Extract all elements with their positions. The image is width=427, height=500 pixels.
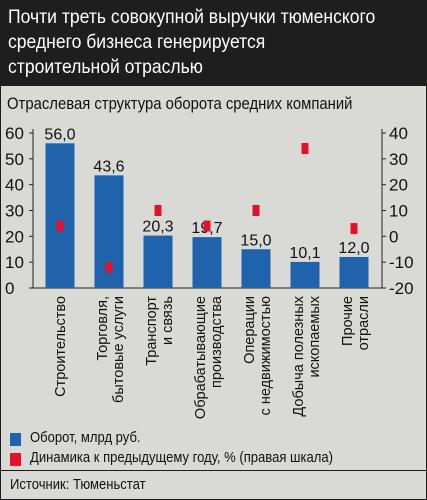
category-label-line: с недвижимостью xyxy=(258,296,274,416)
category-label: Прочиеотрасли xyxy=(340,296,372,350)
dynamics-marker xyxy=(252,205,260,216)
dynamics-marker xyxy=(301,143,309,154)
category-label-line: Обрабатывающие xyxy=(193,296,209,419)
dynamics-marker xyxy=(203,220,211,232)
source-note: Источник: Тюменьстат xyxy=(10,477,146,493)
category-label-line: Торговля, xyxy=(95,296,111,361)
dynamics-marker xyxy=(105,261,113,273)
category-label-line: ископаемых xyxy=(307,295,323,377)
bar-value-label: 15,0 xyxy=(240,232,271,249)
category-label: Обрабатывающиепроизводства xyxy=(193,295,225,419)
left-tick-label: 50 xyxy=(5,150,24,169)
left-tick-label: 30 xyxy=(5,202,24,221)
left-tick-label: 40 xyxy=(5,176,24,195)
legend-label-turnover: Оборот, млрд руб. xyxy=(30,430,141,446)
category-label: Операциис недвижимостью xyxy=(242,296,274,416)
left-tick-label: 20 xyxy=(5,227,24,246)
category-label-line: Строительство xyxy=(53,296,69,397)
right-tick-label: 20 xyxy=(389,176,408,195)
left-tick-label: 10 xyxy=(5,253,24,272)
category-label-line: производства xyxy=(209,295,225,388)
right-tick-label: 0 xyxy=(389,227,398,246)
bar-value-label: 12,0 xyxy=(338,240,369,257)
category-label-line: бытовые услуги xyxy=(111,296,127,403)
legend-swatch-turnover xyxy=(10,433,21,446)
category-label-line: отрасли xyxy=(356,296,372,350)
bar xyxy=(45,143,75,288)
source-divider xyxy=(0,470,427,471)
legend-swatch-dynamics xyxy=(10,453,21,466)
left-tick-label: 0 xyxy=(5,279,14,298)
bar-value-label: 10,1 xyxy=(289,245,320,262)
bar xyxy=(192,237,222,288)
bar-value-label: 43,6 xyxy=(93,158,124,175)
category-label-line: Прочие xyxy=(340,296,356,346)
bar xyxy=(241,249,271,288)
right-tick-label: -20 xyxy=(389,279,414,298)
dynamics-marker xyxy=(154,205,162,216)
right-tick-label: -10 xyxy=(389,253,414,272)
bar-value-label: 20,3 xyxy=(142,219,173,236)
category-label-line: Операции xyxy=(242,296,258,364)
category-label-line: Добыча полезных xyxy=(291,295,307,416)
right-tick-label: 30 xyxy=(389,150,408,169)
left-tick-label: 60 xyxy=(5,124,24,143)
category-label-line: и связь xyxy=(160,296,176,345)
chart-title: Почти треть совокупной выручки тюменског… xyxy=(8,6,376,78)
bar xyxy=(143,235,173,288)
category-label: Транспорти связь xyxy=(144,296,176,366)
right-tick-label: 40 xyxy=(389,124,408,143)
legend-label-dynamics: Динамика к предыдущему году, % (правая ш… xyxy=(30,450,333,466)
bar xyxy=(290,261,320,288)
right-tick-label: 10 xyxy=(389,202,408,221)
category-label: Добыча полезныхископаемых xyxy=(291,295,323,416)
dynamics-marker xyxy=(350,223,358,235)
chart-header: Почти треть совокупной выручки тюменског… xyxy=(0,0,427,86)
dynamics-marker xyxy=(56,220,64,232)
chart-subtitle: Отраслевая структура оборота средних ком… xyxy=(7,95,353,113)
category-label: Торговля,бытовые услуги xyxy=(95,296,127,403)
category-label-line: Транспорт xyxy=(144,296,160,366)
bar xyxy=(339,257,369,288)
category-label: Строительство xyxy=(53,296,69,397)
bar-value-label: 56,0 xyxy=(44,126,75,143)
